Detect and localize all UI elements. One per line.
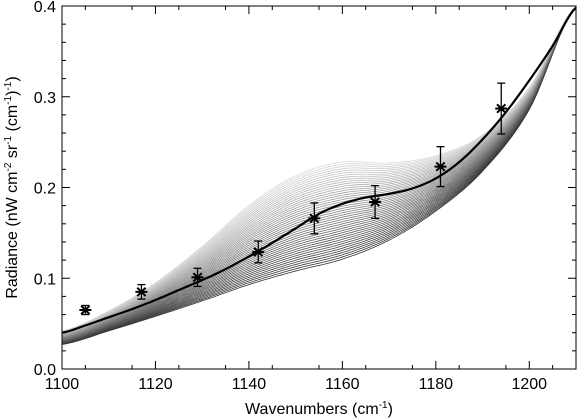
model-curve: [62, 6, 576, 344]
model-curve: [62, 6, 576, 335]
x-axis-title-end: ): [388, 401, 393, 418]
model-curve: [62, 6, 576, 337]
observation-point: [252, 240, 265, 264]
model-curve: [62, 6, 576, 336]
model-curve: [62, 6, 576, 332]
asterisk-marker: [135, 286, 148, 297]
model-curve: [62, 6, 576, 341]
y-axis-title-part-1: -2: [3, 162, 14, 171]
x-tick-label: 1160: [325, 376, 360, 393]
model-curve: [62, 6, 576, 341]
model-curve: [62, 6, 576, 334]
model-curve: [62, 6, 576, 342]
observation-point: [191, 267, 204, 288]
asterisk-marker: [191, 272, 204, 283]
model-curve: [62, 6, 576, 345]
observation-point: [369, 185, 382, 220]
model-curve: [62, 6, 576, 344]
y-axis-title-part-4: (cm: [4, 105, 21, 136]
asterisk-marker: [495, 103, 508, 114]
asterisk-marker: [434, 161, 447, 172]
observation-point: [79, 304, 92, 316]
model-curve: [62, 6, 576, 335]
observation-point: [135, 283, 148, 300]
y-axis-title-part-7: -1: [3, 81, 14, 90]
y-tick-label: 0.0: [34, 362, 56, 379]
y-axis-title-part-2: sr: [4, 144, 21, 162]
y-axis-title-part-5: -1: [3, 95, 14, 104]
model-curve: [62, 6, 576, 335]
observation-point: [308, 202, 321, 235]
best-fit-layer: [62, 7, 576, 334]
model-curve: [62, 6, 576, 335]
x-tick-label: 1180: [419, 376, 454, 393]
model-curve: [62, 6, 576, 337]
y-axis-title-part-3: -1: [3, 135, 14, 144]
model-curve: [62, 6, 576, 334]
model-curve: [62, 6, 576, 340]
model-curve: [62, 6, 576, 342]
model-curve: [62, 6, 576, 340]
model-curve: [62, 6, 576, 344]
model-curve: [62, 6, 576, 334]
observation-point: [495, 82, 508, 135]
model-curve: [62, 6, 576, 345]
best-fit-line: [62, 7, 576, 334]
model-curve: [62, 6, 576, 333]
observation-point: [434, 146, 447, 188]
model-curve: [62, 6, 576, 342]
y-axis-title-part-8: ): [4, 76, 21, 81]
model-curve: [62, 6, 576, 340]
model-curve: [62, 6, 576, 337]
model-curve: [62, 6, 576, 341]
x-axis-title: Wavenumbers (cm-1): [245, 400, 393, 418]
model-curve: [62, 6, 576, 336]
model-curve: [62, 6, 576, 343]
model-curve: [62, 6, 576, 340]
model-curve: [62, 6, 576, 344]
x-axis-title-sup: -1: [379, 400, 388, 411]
model-curve: [62, 6, 576, 343]
model-curves: [62, 6, 576, 345]
model-curve: [62, 6, 576, 345]
y-tick-label: 0.1: [34, 271, 56, 288]
x-axis-title-main: Wavenumbers (cm: [245, 401, 379, 418]
y-axis-title: Radiance (nW cm-2 sr-1 (cm-1)-1): [3, 76, 21, 298]
model-curve: [62, 6, 576, 338]
asterisk-marker: [308, 213, 321, 224]
x-tick-label: 1100: [45, 376, 80, 393]
y-tick-label: 0.3: [34, 90, 56, 107]
x-tick-label: 1120: [138, 376, 173, 393]
asterisk-marker: [252, 247, 265, 257]
observations-layer: [79, 82, 508, 316]
model-curve: [62, 6, 576, 332]
asterisk-marker: [79, 305, 92, 315]
y-axis-title-part-0: Radiance (nW cm: [4, 172, 21, 299]
x-tick-label: 1140: [232, 376, 267, 393]
y-tick-label: 0.2: [34, 181, 56, 198]
asterisk-marker: [369, 197, 382, 207]
model-curve: [62, 6, 576, 332]
model-curve: [62, 6, 576, 339]
y-tick-label: 0.4: [34, 0, 56, 16]
model-curve: [62, 6, 576, 343]
axes: 1100 1120 1140 1160 1180 1200 0.0 0.1 0.2 0.3 0.4: [34, 0, 576, 393]
x-tick-label: 1200: [511, 376, 547, 393]
model-curve: [62, 6, 576, 336]
y-axis-title-part-6: ): [4, 91, 21, 96]
